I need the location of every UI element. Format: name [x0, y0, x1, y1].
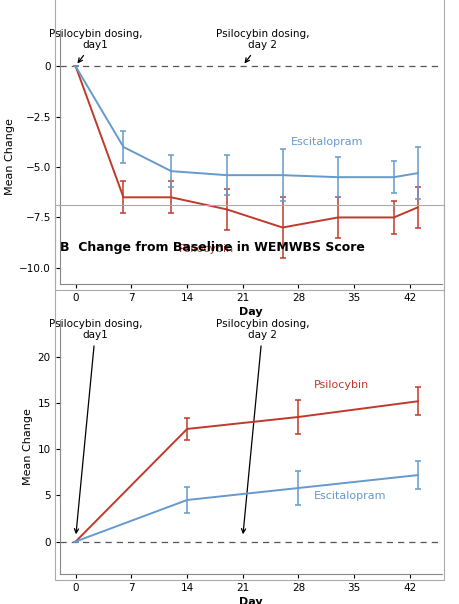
X-axis label: Day: Day	[238, 597, 262, 604]
X-axis label: Day: Day	[238, 307, 262, 317]
Text: Psilocybin dosing,
day 2: Psilocybin dosing, day 2	[215, 29, 309, 62]
Text: Psilocybin dosing,
day 2: Psilocybin dosing, day 2	[215, 319, 309, 533]
Y-axis label: Mean Change: Mean Change	[5, 118, 15, 196]
Text: Psilocybin: Psilocybin	[179, 243, 234, 254]
Text: Psilocybin dosing,
day1: Psilocybin dosing, day1	[49, 319, 142, 533]
Text: B  Change from Baseline in WEMWBS Score: B Change from Baseline in WEMWBS Score	[60, 240, 364, 254]
Text: Escitalopram: Escitalopram	[313, 491, 386, 501]
Text: Escitalopram: Escitalopram	[290, 137, 362, 147]
Y-axis label: Mean Change: Mean Change	[23, 408, 34, 486]
Text: Psilocybin dosing,
day1: Psilocybin dosing, day1	[49, 29, 142, 62]
Text: Psilocybin: Psilocybin	[313, 380, 369, 390]
